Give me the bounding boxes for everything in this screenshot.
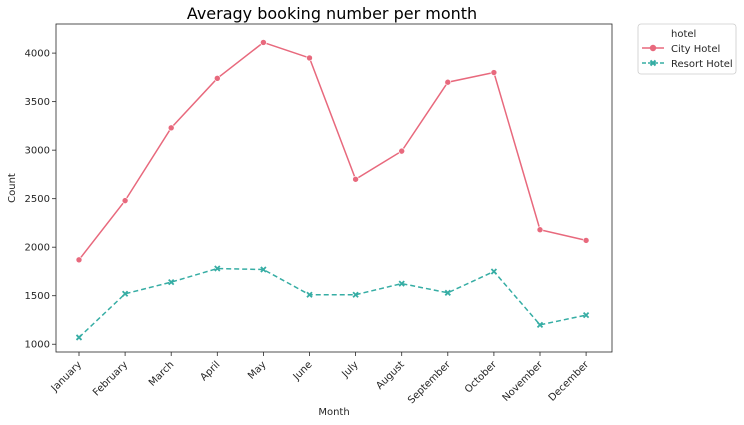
x-tick-label: February [91, 359, 130, 398]
data-point-city-hotel [490, 69, 498, 76]
legend: hotel City Hotel Resort Hotel [637, 23, 737, 75]
data-point-city-hotel [444, 78, 452, 86]
chart-title: Averagy booking number per month [187, 4, 477, 23]
data-point-resort-hotel [352, 291, 359, 298]
data-point-city-hotel [214, 75, 221, 82]
data-point-resort-hotel [490, 268, 498, 275]
y-axis: 1000 1500 2000 2500 3000 3500 4000 [25, 49, 56, 351]
legend-label-city-hotel: City Hotel [671, 44, 720, 55]
series-line-city-hotel [78, 41, 587, 261]
data-point-resort-hotel [75, 334, 83, 341]
x-tick-label: March [147, 359, 176, 388]
x-tick-label: November [501, 359, 546, 404]
x-tick-label: October [463, 359, 500, 396]
data-point-city-hotel [398, 147, 406, 155]
data-point-city-hotel [582, 237, 590, 244]
x-axis-label: Month [318, 407, 349, 418]
data-point-city-hotel [75, 256, 83, 264]
legend-marker-resort-hotel [649, 59, 657, 67]
plot-frame [55, 23, 613, 353]
x-tick-label: July [340, 359, 361, 380]
y-tick-label: 1500 [25, 291, 50, 302]
series-line-resort-hotel [78, 267, 587, 338]
data-point-city-hotel [121, 197, 129, 204]
x-tick-label: May [246, 359, 268, 381]
data-point-city-hotel [352, 175, 359, 183]
data-point-resort-hotel [398, 280, 405, 287]
x-tick-label: June [291, 359, 315, 383]
x-tick-label: April [198, 359, 222, 383]
x-tick-label: December [547, 359, 592, 404]
data-point-resort-hotel [306, 291, 313, 298]
y-tick-label: 2000 [25, 243, 50, 254]
data-point-resort-hotel [214, 265, 221, 272]
data-point-resort-hotel [444, 289, 451, 296]
data-point-city-hotel [167, 124, 175, 132]
legend-title: hotel [671, 29, 696, 40]
y-tick-label: 2500 [25, 194, 50, 205]
y-tick-label: 1000 [25, 340, 50, 351]
x-tick-label: September [406, 359, 453, 406]
y-tick-label: 3500 [25, 97, 50, 108]
data-point-resort-hotel [582, 311, 590, 319]
data-point-city-hotel [306, 54, 313, 62]
data-point-city-hotel [260, 39, 267, 46]
data-point-city-hotel [536, 226, 544, 234]
data-point-resort-hotel [121, 290, 129, 297]
y-tick-label: 3000 [25, 146, 50, 157]
legend-box [637, 23, 737, 75]
x-tick-label: August [374, 359, 407, 392]
legend-label-resort-hotel: Resort Hotel [671, 59, 733, 70]
x-axis: January February March April May June July Augu… [49, 352, 592, 406]
data-point-resort-hotel [260, 266, 267, 273]
y-axis-label: Count [7, 173, 18, 203]
legend-marker-city-hotel [649, 44, 657, 52]
x-tick-label: January [49, 359, 84, 394]
series-layer [75, 39, 590, 341]
y-tick-label: 4000 [25, 49, 50, 60]
data-point-resort-hotel [168, 278, 175, 286]
data-point-resort-hotel [536, 321, 544, 328]
